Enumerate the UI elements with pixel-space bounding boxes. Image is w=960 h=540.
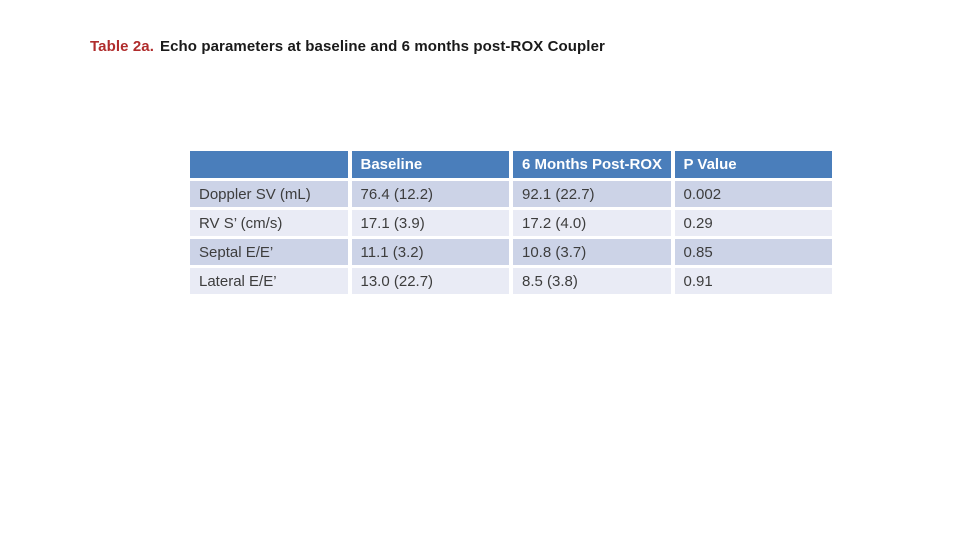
row-label: RV S’ (cm/s) <box>190 210 348 236</box>
cell-p-value: 0.85 <box>674 239 832 265</box>
cell-post-rox: 8.5 (3.8) <box>513 268 671 294</box>
table-row: Doppler SV (mL) 76.4 (12.2) 92.1 (22.7) … <box>190 181 832 207</box>
cell-p-value: 0.91 <box>674 268 832 294</box>
cell-post-rox: 10.8 (3.7) <box>513 239 671 265</box>
table-row: RV S’ (cm/s) 17.1 (3.9) 17.2 (4.0) 0.29 <box>190 210 832 236</box>
row-label: Septal E/E’ <box>190 239 348 265</box>
cell-baseline: 76.4 (12.2) <box>351 181 509 207</box>
cell-post-rox: 92.1 (22.7) <box>513 181 671 207</box>
cell-p-value: 0.002 <box>674 181 832 207</box>
table-row: Lateral E/E’ 13.0 (22.7) 8.5 (3.8) 0.91 <box>190 268 832 294</box>
header-cell-empty <box>190 151 348 178</box>
cell-baseline: 17.1 (3.9) <box>351 210 509 236</box>
cell-baseline: 13.0 (22.7) <box>351 268 509 294</box>
title-text: Echo parameters at baseline and 6 months… <box>159 38 605 55</box>
header-cell-baseline: Baseline <box>351 151 509 178</box>
cell-post-rox: 17.2 (4.0) <box>513 210 671 236</box>
cell-baseline: 11.1 (3.2) <box>351 239 509 265</box>
header-cell-p-value: P Value <box>674 151 832 178</box>
cell-p-value: 0.29 <box>674 210 832 236</box>
row-label: Lateral E/E’ <box>190 268 348 294</box>
slide-title: Table 2a. Echo parameters at baseline and… <box>90 38 605 55</box>
table-number-label: Table 2a. <box>90 38 154 55</box>
row-label: Doppler SV (mL) <box>190 181 348 207</box>
echo-parameters-table: Baseline 6 Months Post-ROX P Value Doppl… <box>186 148 836 297</box>
table-header-row: Baseline 6 Months Post-ROX P Value <box>190 151 832 178</box>
table-row: Septal E/E’ 11.1 (3.2) 10.8 (3.7) 0.85 <box>190 239 832 265</box>
header-cell-post-rox: 6 Months Post-ROX <box>513 151 671 178</box>
